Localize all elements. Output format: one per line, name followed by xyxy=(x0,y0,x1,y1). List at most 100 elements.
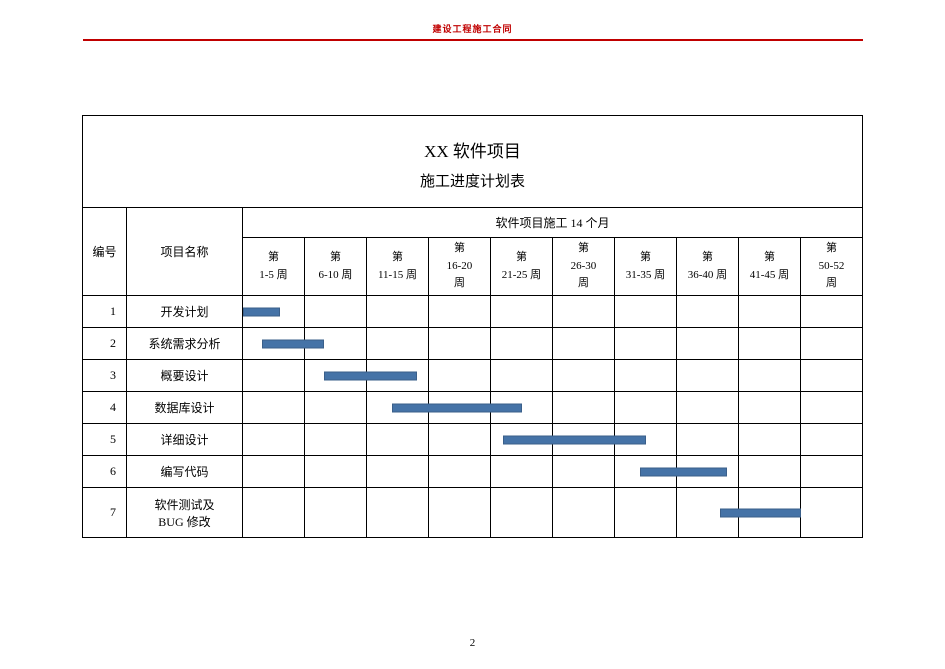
chart-cell xyxy=(552,488,614,538)
chart-cell xyxy=(304,456,366,488)
chart-cell xyxy=(242,360,304,392)
chart-cell xyxy=(242,296,304,328)
table-title-main: XX 软件项目 xyxy=(83,126,862,168)
row-num: 5 xyxy=(82,424,126,456)
chart-cell xyxy=(490,456,552,488)
table-title-sub: 施工进度计划表 xyxy=(83,168,862,197)
chart-cell xyxy=(552,456,614,488)
row-name: 软件测试及BUG 修改 xyxy=(126,488,242,538)
table-row: 1开发计划 xyxy=(82,296,862,328)
week-header: 第21-25 周 xyxy=(490,238,552,296)
chart-cell xyxy=(676,456,738,488)
row-num: 1 xyxy=(82,296,126,328)
row-name: 编写代码 xyxy=(126,456,242,488)
chart-cell xyxy=(614,488,676,538)
chart-cell xyxy=(428,424,490,456)
chart-cell xyxy=(242,456,304,488)
row-name: 系统需求分析 xyxy=(126,328,242,360)
chart-cell xyxy=(366,328,428,360)
chart-cell xyxy=(428,456,490,488)
chart-cell xyxy=(490,424,552,456)
chart-cell xyxy=(490,296,552,328)
row-num: 3 xyxy=(82,360,126,392)
table-row: 3概要设计 xyxy=(82,360,862,392)
chart-cell xyxy=(304,488,366,538)
chart-cell xyxy=(428,360,490,392)
row-num: 4 xyxy=(82,392,126,424)
chart-cell xyxy=(738,328,800,360)
table-row: 6编写代码 xyxy=(82,456,862,488)
col-header-num: 编号 xyxy=(82,208,126,296)
week-header: 第31-35 周 xyxy=(614,238,676,296)
chart-cell xyxy=(800,456,862,488)
chart-cell xyxy=(738,360,800,392)
chart-cell xyxy=(304,296,366,328)
chart-cell xyxy=(800,328,862,360)
chart-cell xyxy=(800,392,862,424)
chart-cell xyxy=(800,296,862,328)
chart-cell xyxy=(800,360,862,392)
chart-cell xyxy=(366,424,428,456)
chart-cell xyxy=(552,328,614,360)
week-header: 第26-30周 xyxy=(552,238,614,296)
chart-cell xyxy=(614,424,676,456)
chart-cell xyxy=(242,328,304,360)
gantt-bar xyxy=(243,307,280,316)
page-number: 2 xyxy=(0,637,945,649)
row-num: 2 xyxy=(82,328,126,360)
table-title-cell: XX 软件项目 施工进度计划表 xyxy=(82,116,862,208)
chart-cell xyxy=(242,488,304,538)
chart-cell xyxy=(490,392,552,424)
chart-cell xyxy=(614,360,676,392)
chart-cell xyxy=(552,296,614,328)
chart-cell xyxy=(552,424,614,456)
chart-cell xyxy=(490,328,552,360)
chart-cell xyxy=(428,296,490,328)
table-row: 2系统需求分析 xyxy=(82,328,862,360)
chart-cell xyxy=(676,328,738,360)
chart-cell xyxy=(738,424,800,456)
week-header: 第11-15 周 xyxy=(366,238,428,296)
chart-cell xyxy=(738,392,800,424)
chart-cell xyxy=(304,360,366,392)
chart-cell xyxy=(614,328,676,360)
chart-cell xyxy=(676,488,738,538)
week-header: 第6-10 周 xyxy=(304,238,366,296)
chart-cell xyxy=(614,456,676,488)
chart-cell xyxy=(738,456,800,488)
chart-cell xyxy=(242,424,304,456)
week-header: 第1-5 周 xyxy=(242,238,304,296)
chart-cell xyxy=(366,296,428,328)
chart-cell xyxy=(614,296,676,328)
week-header: 第41-45 周 xyxy=(738,238,800,296)
week-header: 第50-52周 xyxy=(800,238,862,296)
chart-cell xyxy=(800,424,862,456)
chart-cell xyxy=(552,392,614,424)
header-rule xyxy=(83,39,863,41)
row-num: 6 xyxy=(82,456,126,488)
week-header: 第36-40 周 xyxy=(676,238,738,296)
week-header: 第16-20周 xyxy=(428,238,490,296)
col-header-name: 项目名称 xyxy=(126,208,242,296)
row-num: 7 xyxy=(82,488,126,538)
chart-cell xyxy=(428,488,490,538)
chart-cell xyxy=(304,328,366,360)
row-name: 开发计划 xyxy=(126,296,242,328)
table-row: 4数据库设计 xyxy=(82,392,862,424)
chart-cell xyxy=(676,360,738,392)
page-header: 建设工程施工合同 xyxy=(0,0,945,35)
chart-cell xyxy=(552,360,614,392)
chart-cell xyxy=(366,392,428,424)
col-header-duration: 软件项目施工 14 个月 xyxy=(242,208,862,238)
chart-cell xyxy=(738,488,800,538)
chart-cell xyxy=(428,392,490,424)
chart-cell xyxy=(490,488,552,538)
chart-cell xyxy=(366,456,428,488)
chart-cell xyxy=(366,360,428,392)
table-row: 7软件测试及BUG 修改 xyxy=(82,488,862,538)
row-name: 数据库设计 xyxy=(126,392,242,424)
chart-cell xyxy=(304,392,366,424)
chart-cell xyxy=(366,488,428,538)
chart-cell xyxy=(490,360,552,392)
row-name: 详细设计 xyxy=(126,424,242,456)
